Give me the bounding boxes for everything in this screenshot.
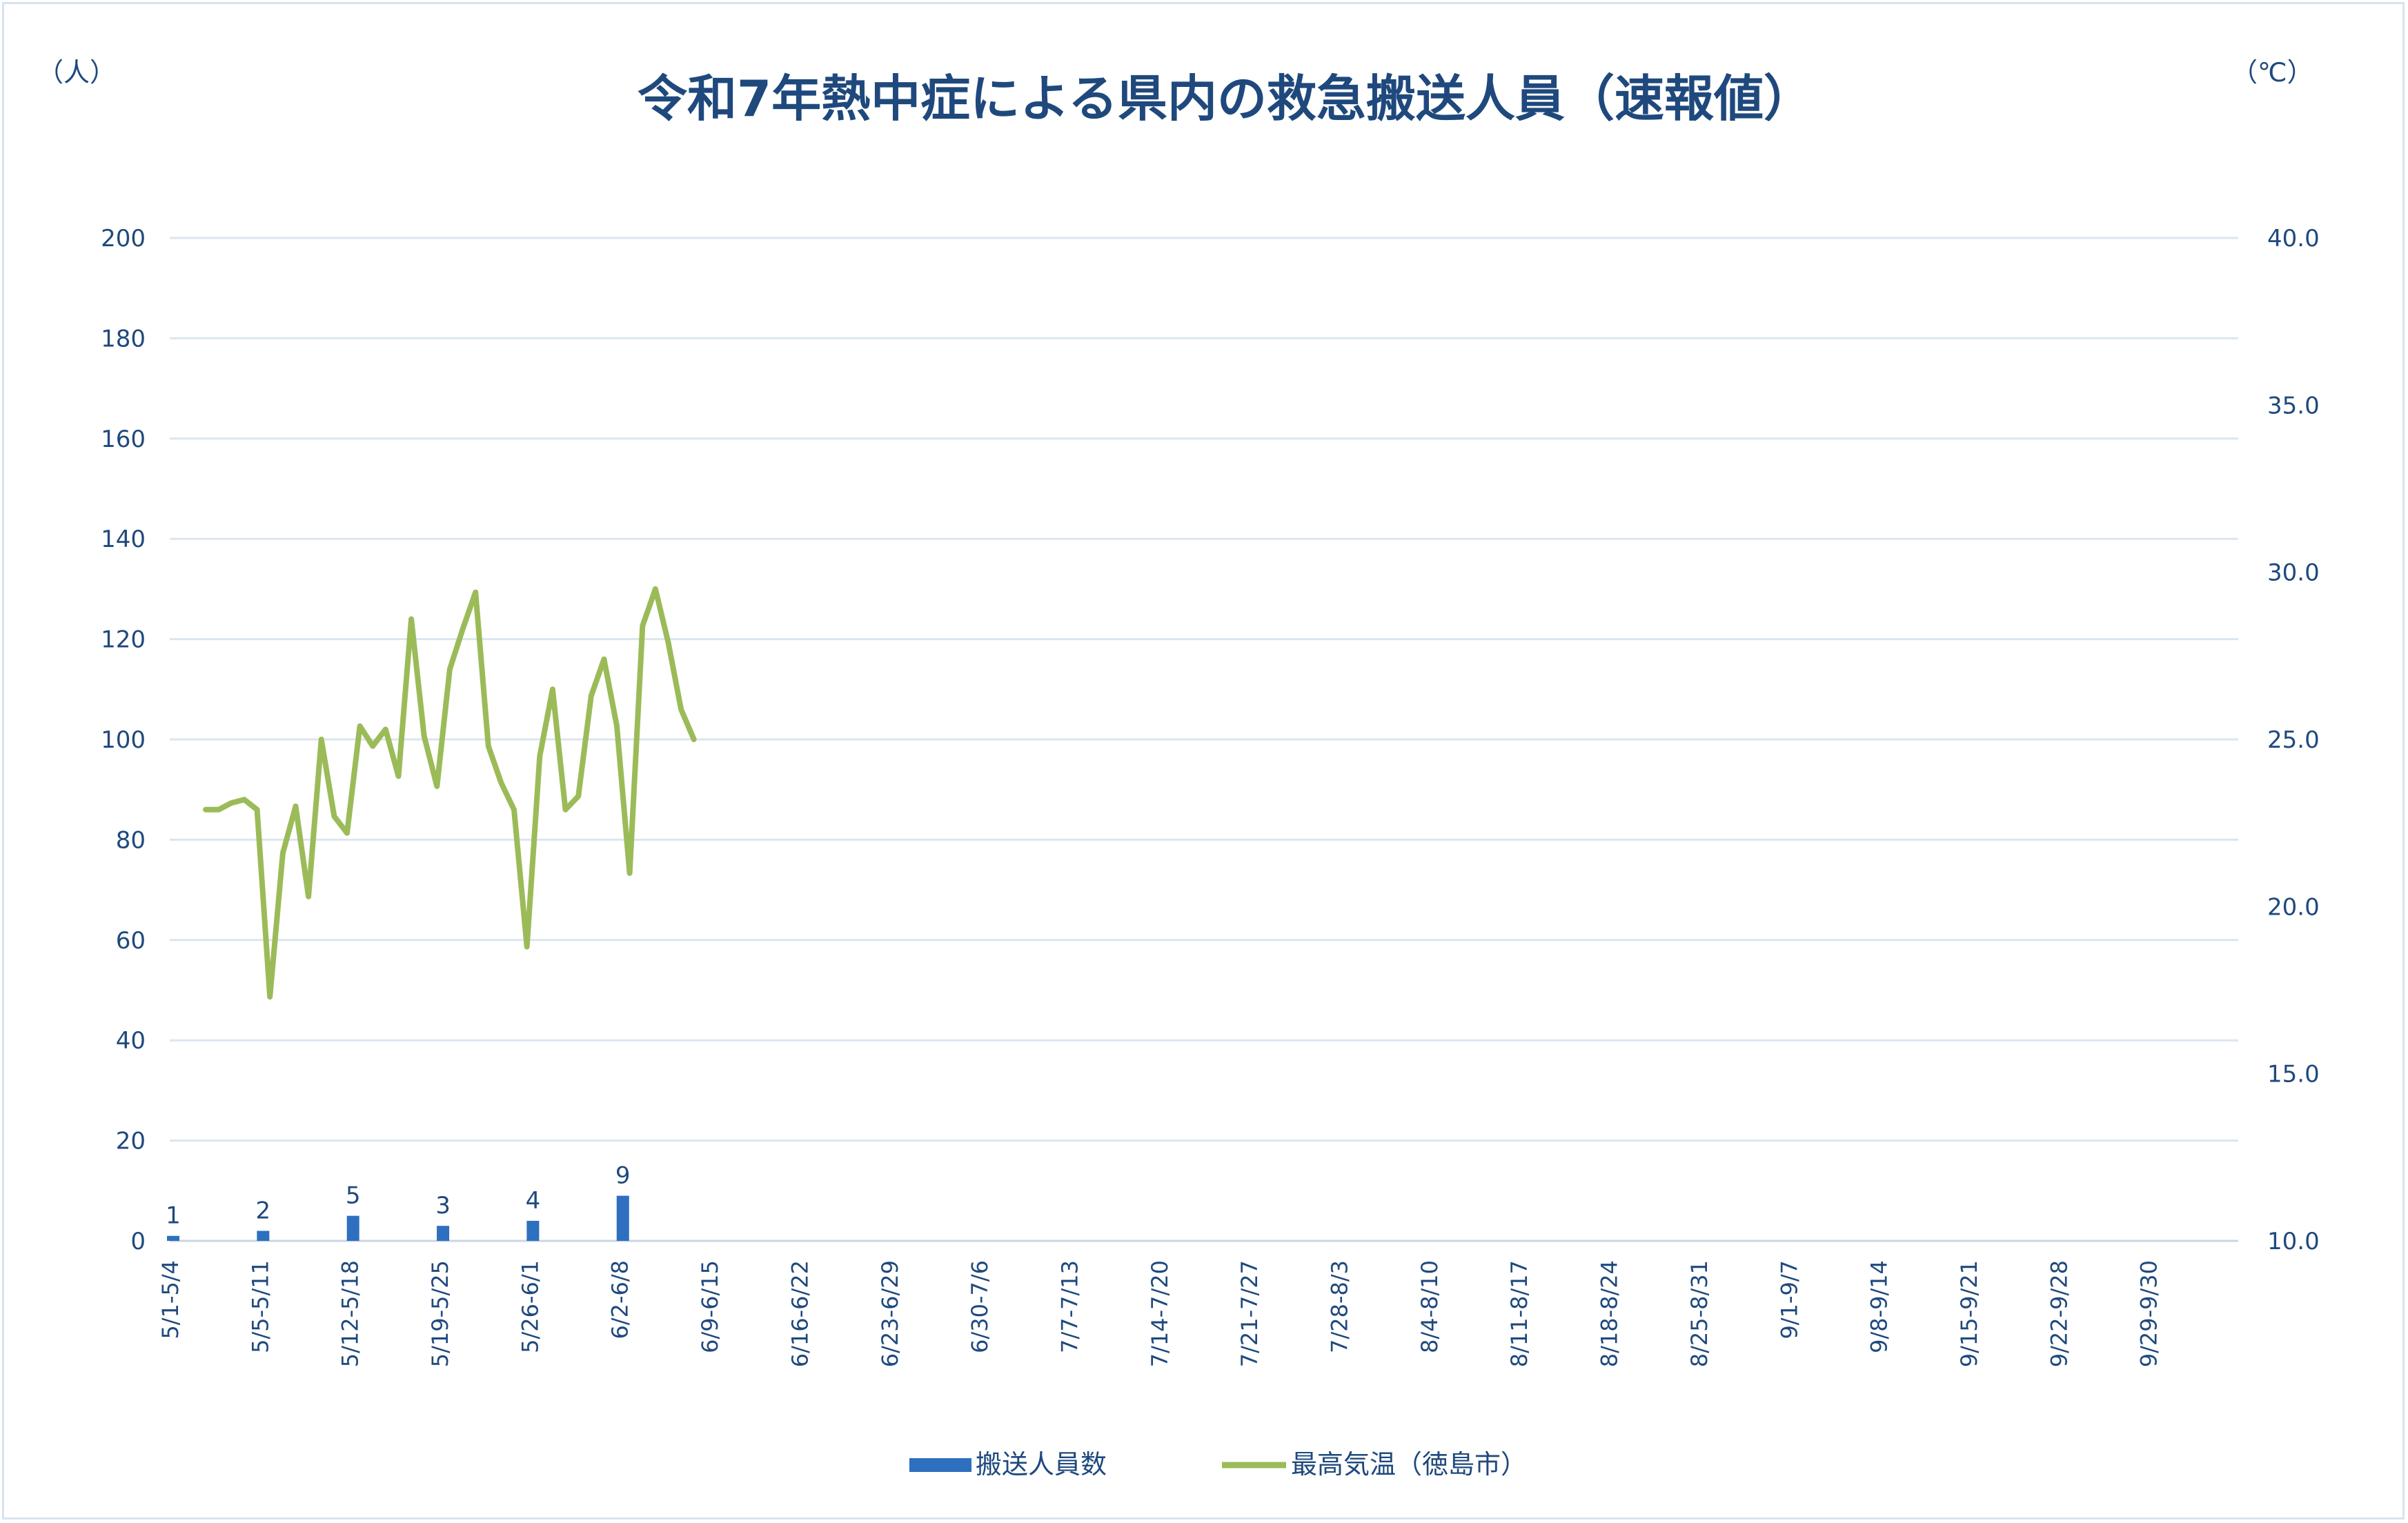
x-tick-label: 8/4-8/10: [1417, 1260, 1443, 1353]
right-axis-ticks: 10.0 15.0 20.0 25.0 30.0 35.0 40.0: [2267, 225, 2320, 1255]
left-tick-label: 40: [116, 1027, 146, 1055]
left-tick-label: 200: [101, 225, 146, 252]
left-tick-label: 180: [101, 325, 146, 352]
bar: [167, 1235, 179, 1241]
bar-data-label: 5: [346, 1182, 361, 1210]
x-tick-label: 6/23-6/29: [877, 1260, 903, 1367]
right-tick-label: 10.0: [2267, 1228, 2320, 1255]
bar: [526, 1220, 540, 1241]
left-tick-label: 0: [130, 1228, 146, 1255]
x-tick-label: 6/9-6/15: [697, 1260, 723, 1353]
left-axis-ticks: 0 20 40 60 80 100 120 140 160 180 200: [101, 225, 146, 1255]
x-tick-label: 9/29-9/30: [2136, 1260, 2162, 1367]
x-tick-label: 5/1-5/4: [157, 1260, 184, 1340]
x-tick-label: 9/22-9/28: [2046, 1260, 2072, 1367]
chart-title: 令和7年熱中症による県内の救急搬送人員（速報値）: [638, 70, 1813, 128]
x-tick-label: 8/11-8/17: [1506, 1260, 1532, 1367]
bar-data-labels: 1 2 5 3 4 9: [166, 1162, 630, 1230]
left-tick-label: 160: [101, 426, 146, 453]
bar-data-label: 4: [526, 1187, 541, 1215]
bar-series: [167, 1195, 629, 1241]
x-tick-label: 8/18-8/24: [1597, 1260, 1623, 1367]
right-tick-label: 15.0: [2267, 1061, 2320, 1088]
bar: [346, 1215, 359, 1241]
left-tick-label: 60: [116, 927, 146, 955]
legend-bar-swatch: [909, 1458, 971, 1472]
right-tick-label: 30.0: [2267, 559, 2320, 587]
x-tick-label: 7/21-7/27: [1236, 1260, 1263, 1367]
x-tick-label: 7/14-7/20: [1147, 1260, 1173, 1367]
left-tick-label: 80: [116, 826, 146, 854]
x-tick-label: 7/7-7/13: [1056, 1260, 1083, 1353]
x-tick-label: 7/28-8/3: [1327, 1260, 1353, 1353]
bar-data-label: 2: [256, 1197, 271, 1224]
right-tick-label: 20.0: [2267, 893, 2320, 921]
bar: [437, 1226, 450, 1241]
gridlines: [170, 237, 2238, 1242]
line-series: [203, 586, 697, 1000]
x-tick-label: 5/19-5/25: [427, 1260, 453, 1367]
x-tick-label: 9/8-9/14: [1866, 1260, 1893, 1353]
right-tick-label: 25.0: [2267, 726, 2320, 754]
x-axis-ticks: 5/1-5/4 5/5-5/11 5/12-5/18 5/19-5/25 5/26-6/…: [157, 1260, 2162, 1367]
x-tick-label: 5/5-5/11: [247, 1260, 273, 1353]
chart-svg: 令和7年熱中症による県内の救急搬送人員（速報値） （人） （℃） 0 20 40 60…: [37, 57, 2320, 1480]
right-axis-unit: （℃）: [2231, 57, 2313, 88]
left-axis-unit: （人）: [37, 57, 116, 88]
left-tick-label: 140: [101, 526, 146, 553]
bar-data-label: 1: [166, 1202, 181, 1230]
temperature-line: [203, 586, 697, 1000]
legend-line-label: 最高気温（徳島市）: [1291, 1449, 1527, 1480]
legend: 搬送人員数 最高気温（徳島市）: [909, 1449, 1527, 1480]
x-tick-label: 6/16-6/22: [787, 1260, 813, 1367]
x-tick-label: 6/30-7/6: [967, 1260, 993, 1353]
bar: [616, 1195, 629, 1241]
left-tick-label: 20: [116, 1128, 146, 1155]
x-tick-label: 9/1-9/7: [1776, 1260, 1802, 1340]
bar: [257, 1231, 270, 1241]
left-tick-label: 120: [101, 626, 146, 654]
right-tick-label: 40.0: [2267, 225, 2320, 252]
x-tick-label: 6/2-6/8: [607, 1260, 633, 1340]
legend-bar-label: 搬送人員数: [976, 1449, 1107, 1480]
bar-data-label: 3: [435, 1192, 451, 1220]
x-tick-label: 5/26-6/1: [517, 1260, 543, 1353]
bar-data-label: 9: [615, 1162, 631, 1190]
x-tick-label: 9/15-9/21: [1956, 1260, 1982, 1367]
right-tick-label: 35.0: [2267, 392, 2320, 419]
x-tick-label: 5/12-5/18: [337, 1260, 364, 1367]
left-tick-label: 100: [101, 726, 146, 754]
x-tick-label: 8/25-8/31: [1686, 1260, 1713, 1367]
